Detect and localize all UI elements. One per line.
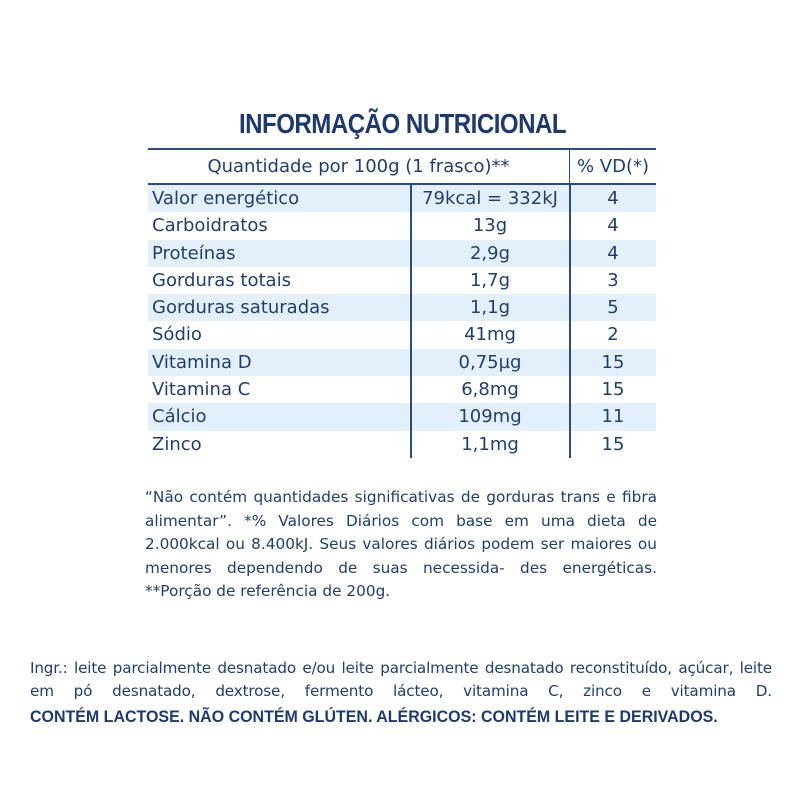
table-row: Vitamina C 6,8mg 15 xyxy=(148,376,656,403)
nutrient-vd: 4 xyxy=(570,185,656,213)
table-row: Proteínas 2,9g 4 xyxy=(148,239,656,267)
nutrient-quantity: 79kcal = 332kJ xyxy=(410,185,570,213)
table-row: Sódio 41mg 2 xyxy=(148,321,656,348)
table-header: Quantidade por 100g (1 frasco)** % VD(*) xyxy=(148,148,656,185)
nutrient-name: Cálcio xyxy=(148,403,410,431)
nutrient-vd: 15 xyxy=(570,348,656,377)
table-row: Carboidratos 13g 4 xyxy=(148,212,656,239)
ingredients-text: Ingr.: leite parcialmente desnatado e/ou… xyxy=(30,659,772,700)
table-row: Gorduras saturadas 1,1g 5 xyxy=(148,294,656,322)
table-row: Valor energético 79kcal = 332kJ 4 xyxy=(148,185,656,213)
nutrient-vd: 15 xyxy=(601,379,625,401)
header-vd: % VD(*) xyxy=(576,156,650,177)
nutrient-quantity: 13g xyxy=(472,215,508,237)
nutrient-vd: 15 xyxy=(601,433,625,455)
allergen-warning: CONTÉM LACTOSE. NÃO CONTÉM GLÚTEN. ALÉRG… xyxy=(30,707,718,726)
nutrient-quantity: 1,1g xyxy=(410,294,570,322)
nutrient-name: Gorduras totais xyxy=(152,269,291,291)
table-row: Gorduras totais 1,7g 3 xyxy=(148,267,656,294)
nutrient-vd: 11 xyxy=(570,403,656,431)
nutrient-vd: 2 xyxy=(607,324,619,346)
nutrient-name: Vitamina C xyxy=(152,379,251,401)
nutrient-vd: 4 xyxy=(607,215,619,237)
nutrient-quantity: 41mg xyxy=(464,324,516,346)
table-row: Vitamina D 0,75µg 15 xyxy=(148,348,656,377)
nutrient-quantity: 1,7g xyxy=(469,269,511,291)
table-body: Valor energético 79kcal = 332kJ 4 Carboidra… xyxy=(148,185,656,458)
nutrient-name: Zinco xyxy=(152,433,202,455)
nutrient-name: Proteínas xyxy=(148,239,410,267)
nutrient-name: Carboidratos xyxy=(152,215,268,237)
table-row: Zinco 1,1mg 15 xyxy=(148,431,656,458)
nutrition-table: Quantidade por 100g (1 frasco)** % VD(*)… xyxy=(148,148,656,458)
table-row: Cálcio 109mg 11 xyxy=(148,403,656,431)
nutrient-name: Vitamina D xyxy=(148,348,410,377)
nutrient-vd: 3 xyxy=(607,269,619,291)
nutrient-quantity: 2,9g xyxy=(410,239,570,267)
nutrient-quantity: 0,75µg xyxy=(410,348,570,377)
column-divider-1 xyxy=(410,185,412,458)
nutrient-vd: 5 xyxy=(570,294,656,322)
nutrient-vd: 4 xyxy=(570,239,656,267)
footnote: “Não contém quantidades significativas d… xyxy=(145,488,657,600)
nutrient-quantity: 1,1mg xyxy=(461,433,519,455)
header-quantity: Quantidade por 100g (1 frasco)** xyxy=(148,150,570,183)
nutrition-title: INFORMAÇÃO NUTRICIONAL xyxy=(238,108,567,139)
column-divider-2 xyxy=(569,185,571,458)
nutrient-quantity: 6,8mg xyxy=(461,379,519,401)
nutrient-name: Sódio xyxy=(152,324,202,346)
nutrient-name: Gorduras saturadas xyxy=(148,294,410,322)
nutrient-quantity: 109mg xyxy=(410,403,570,431)
nutrient-name: Valor energético xyxy=(148,185,410,213)
